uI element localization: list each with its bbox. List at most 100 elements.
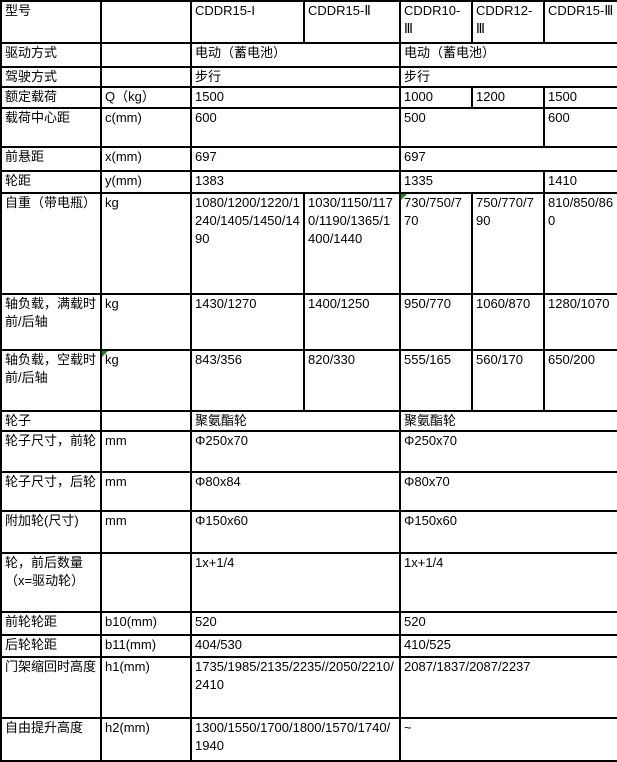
value-cell[interactable]: 950/770 (399, 293, 473, 351)
value-cell[interactable]: 步行 (399, 66, 617, 88)
column-header-unit[interactable] (100, 0, 192, 44)
unit-cell[interactable]: y(mm) (100, 170, 192, 194)
table-row: 前悬距 x(mm) 697 697 (0, 146, 617, 172)
unit-cell[interactable]: kg (100, 192, 192, 295)
value-cell[interactable]: 1500 (190, 86, 401, 109)
value-cell[interactable]: 1080/1200/1220/1240/1405/1450/1490 (190, 192, 305, 295)
value-cell[interactable]: 520 (399, 611, 617, 636)
value-cell[interactable]: Φ250x70 (399, 430, 617, 473)
value-cell[interactable]: 750/770/790 (471, 192, 545, 295)
row-label-wheelbase[interactable]: 轮距 (0, 170, 102, 194)
column-header[interactable]: CDDR15-Ⅱ (303, 0, 401, 44)
value-cell[interactable]: 电动（蓄电池） (190, 42, 401, 68)
value-cell[interactable]: Φ80x84 (190, 471, 401, 512)
unit-cell[interactable]: Q（kg） (100, 86, 192, 109)
value-cell[interactable]: Φ150x60 (190, 510, 401, 554)
value-cell[interactable]: 600 (190, 107, 401, 148)
row-label-front-track[interactable]: 前轮轮距 (0, 611, 102, 636)
row-label-service-weight[interactable]: 自重（带电瓶） (0, 192, 102, 295)
unit-text: kg (105, 352, 119, 367)
unit-cell[interactable] (100, 410, 192, 432)
row-label-rear-track[interactable]: 后轮轮距 (0, 634, 102, 658)
row-label-front-overhang[interactable]: 前悬距 (0, 146, 102, 172)
row-label-axle-load-laden[interactable]: 轴负载，满载时前/后轴 (0, 293, 102, 351)
value-cell[interactable]: 2087/1837/2087/2237 (399, 656, 617, 719)
table-row: 门架缩回时高度 h1(mm) 1735/1985/2135/2235//2050… (0, 656, 617, 719)
value-cell[interactable]: 404/530 (190, 634, 401, 658)
unit-cell[interactable]: h2(mm) (100, 717, 192, 762)
unit-cell[interactable] (100, 42, 192, 68)
table-row: 轮子 聚氨酯轮 聚氨酯轮 (0, 410, 617, 432)
unit-cell[interactable]: mm (100, 471, 192, 512)
value-cell[interactable]: 1335 (399, 170, 545, 194)
value-cell[interactable]: 电动（蓄电池） (399, 42, 617, 68)
unit-cell[interactable]: kg (100, 349, 192, 412)
row-label-drive-type[interactable]: 驱动方式 (0, 42, 102, 68)
value-cell[interactable]: Φ250x70 (190, 430, 401, 473)
value-cell[interactable]: 600 (543, 107, 617, 148)
column-header[interactable]: CDDR15-Ⅲ (543, 0, 617, 44)
unit-cell[interactable]: c(mm) (100, 107, 192, 148)
row-label-axle-load-unladen[interactable]: 轴负载，空载时前/后轴 (0, 349, 102, 412)
row-label-mast-lowered-height[interactable]: 门架缩回时高度 (0, 656, 102, 719)
row-label-wheels[interactable]: 轮子 (0, 410, 102, 432)
value-cell[interactable]: 1000 (399, 86, 473, 109)
value-cell[interactable]: 步行 (190, 66, 401, 88)
column-header-model[interactable]: 型号 (0, 0, 102, 44)
value-cell[interactable]: 聚氨酯轮 (190, 410, 401, 432)
value-cell[interactable]: 1410 (543, 170, 617, 194)
value-cell[interactable]: 650/200 (543, 349, 617, 412)
row-label-wheel-count[interactable]: 轮，前后数量（x=驱动轮） (0, 552, 102, 613)
value-cell[interactable]: 520 (190, 611, 401, 636)
value-cell[interactable]: 1x+1/4 (190, 552, 401, 613)
value-cell[interactable]: 1300/1550/1700/1800/1570/1740/1940 (190, 717, 401, 762)
value-cell[interactable]: 1430/1270 (190, 293, 305, 351)
value-cell[interactable]: 1400/1250 (303, 293, 401, 351)
table-row: 附加轮(尺寸) mm Φ150x60 Φ150x60 (0, 510, 617, 554)
value-cell[interactable]: 聚氨酯轮 (399, 410, 617, 432)
unit-cell[interactable]: x(mm) (100, 146, 192, 172)
column-header[interactable]: CDDR12-Ⅲ (471, 0, 545, 44)
value-cell[interactable]: 810/850/860 (543, 192, 617, 295)
value-cell[interactable]: 697 (190, 146, 401, 172)
column-header[interactable]: CDDR15-I (190, 0, 305, 44)
row-label-operation-type[interactable]: 驾驶方式 (0, 66, 102, 88)
value-cell[interactable]: 1x+1/4 (399, 552, 617, 613)
value-cell[interactable]: 1500 (543, 86, 617, 109)
value-cell[interactable]: 1030/1150/1170/1190/1365/1400/1440 (303, 192, 401, 295)
error-indicator-icon (103, 352, 108, 357)
value-cell[interactable]: 1735/1985/2135/2235//2050/2210/2410 (190, 656, 401, 719)
value-cell[interactable]: Φ80x70 (399, 471, 617, 512)
unit-cell[interactable]: kg (100, 293, 192, 351)
value-cell[interactable]: 843/356 (190, 349, 305, 412)
value-cell[interactable]: 1280/1070 (543, 293, 617, 351)
unit-cell[interactable]: b11(mm) (100, 634, 192, 658)
unit-cell[interactable] (100, 552, 192, 613)
value-cell[interactable]: 1060/870 (471, 293, 545, 351)
row-label-load-center[interactable]: 载荷中心距 (0, 107, 102, 148)
value-cell[interactable]: ~ (399, 717, 617, 762)
value-cell[interactable]: 555/165 (399, 349, 473, 412)
value-cell[interactable]: 560/170 (471, 349, 545, 412)
row-label-additional-wheel[interactable]: 附加轮(尺寸) (0, 510, 102, 554)
unit-cell[interactable] (100, 66, 192, 88)
value-cell[interactable]: 730/750/770 (399, 192, 473, 295)
row-label-wheel-size-rear[interactable]: 轮子尺寸，后轮 (0, 471, 102, 512)
value-cell[interactable]: 820/330 (303, 349, 401, 412)
table-row: 自由提升高度 h2(mm) 1300/1550/1700/1800/1570/1… (0, 717, 617, 762)
row-label-free-lift-height[interactable]: 自由提升高度 (0, 717, 102, 762)
row-label-wheel-size-front[interactable]: 轮子尺寸，前轮 (0, 430, 102, 473)
value-cell[interactable]: 500 (399, 107, 545, 148)
value-cell[interactable]: 697 (399, 146, 617, 172)
column-header[interactable]: CDDR10-Ⅲ (399, 0, 473, 44)
row-label-rated-load[interactable]: 额定载荷 (0, 86, 102, 109)
value-cell[interactable]: 410/525 (399, 634, 617, 658)
unit-cell[interactable]: mm (100, 430, 192, 473)
value-cell[interactable]: 1200 (471, 86, 545, 109)
unit-cell[interactable]: b10(mm) (100, 611, 192, 636)
unit-cell[interactable]: h1(mm) (100, 656, 192, 719)
value-cell[interactable]: Φ150x60 (399, 510, 617, 554)
table-row: 轮子尺寸，后轮 mm Φ80x84 Φ80x70 (0, 471, 617, 512)
value-cell[interactable]: 1383 (190, 170, 401, 194)
unit-cell[interactable]: mm (100, 510, 192, 554)
